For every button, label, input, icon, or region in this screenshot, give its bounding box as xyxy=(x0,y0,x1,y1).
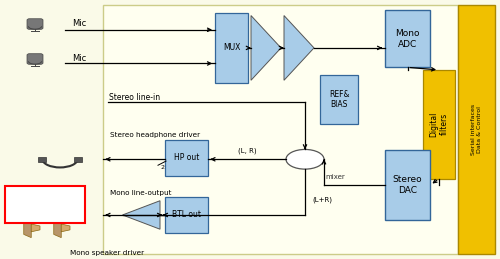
Text: MUX: MUX xyxy=(223,44,240,52)
Circle shape xyxy=(286,149,324,169)
Text: REF&
BIAS: REF& BIAS xyxy=(329,90,349,109)
Polygon shape xyxy=(54,218,61,238)
FancyBboxPatch shape xyxy=(27,19,43,29)
Bar xyxy=(385,150,430,220)
Text: +: + xyxy=(300,153,310,166)
Text: BTL out: BTL out xyxy=(172,211,201,219)
Text: Stereo headphone driver: Stereo headphone driver xyxy=(110,132,200,138)
Text: Mic: Mic xyxy=(72,19,87,28)
Bar xyxy=(38,157,46,162)
Bar xyxy=(165,140,208,176)
Bar xyxy=(215,13,248,83)
Text: Mic: Mic xyxy=(72,54,87,63)
Text: Mono
ADC: Mono ADC xyxy=(395,29,420,48)
Polygon shape xyxy=(251,16,281,80)
Text: Mono line-output: Mono line-output xyxy=(110,190,172,196)
Bar xyxy=(385,10,430,67)
Bar xyxy=(74,157,82,162)
Bar xyxy=(165,197,208,233)
Text: 2: 2 xyxy=(160,164,164,170)
Polygon shape xyxy=(122,201,160,229)
Bar xyxy=(5,186,85,223)
Polygon shape xyxy=(284,16,314,80)
Text: Stereo
DAC: Stereo DAC xyxy=(392,176,422,195)
Text: Digital
filters: Digital filters xyxy=(430,112,448,137)
Text: (L+R): (L+R) xyxy=(312,196,332,203)
Text: Stereo line-in: Stereo line-in xyxy=(109,93,160,102)
Text: class-AB power
amplifier: class-AB power amplifier xyxy=(18,198,72,211)
Polygon shape xyxy=(24,218,31,238)
Polygon shape xyxy=(61,224,70,232)
Text: (L, R): (L, R) xyxy=(238,148,257,154)
Bar xyxy=(458,5,495,254)
Bar xyxy=(320,75,358,124)
Polygon shape xyxy=(31,224,40,232)
FancyBboxPatch shape xyxy=(27,54,43,64)
Text: Serial interfaces
Data & Control: Serial interfaces Data & Control xyxy=(471,104,482,155)
Text: mixer: mixer xyxy=(325,174,345,181)
Bar xyxy=(422,70,455,179)
Text: HP out: HP out xyxy=(174,154,199,162)
Bar xyxy=(102,5,458,254)
Text: Mono speaker driver: Mono speaker driver xyxy=(70,249,144,256)
